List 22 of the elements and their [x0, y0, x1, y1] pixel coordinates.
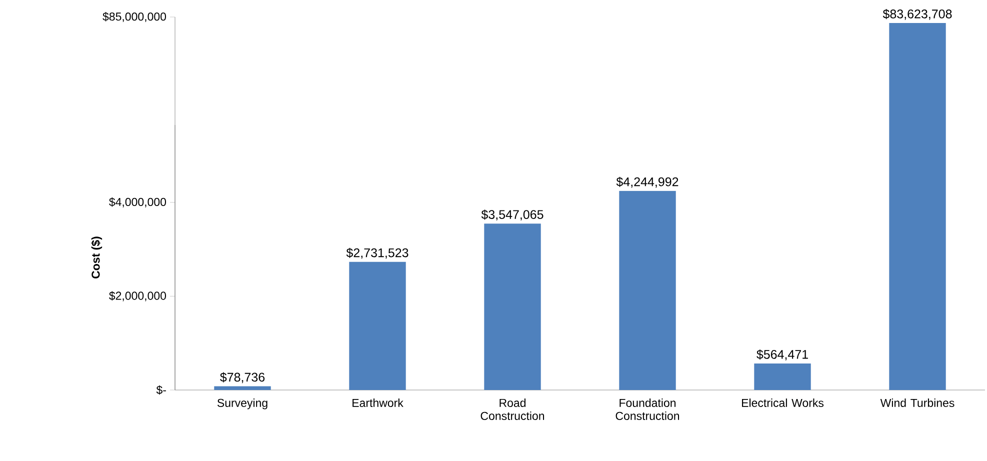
bar [349, 262, 406, 390]
x-tick-label: Surveying [217, 398, 268, 410]
y-tick-label: $2,000,000 [109, 291, 166, 302]
data-label: $3,547,065 [481, 210, 544, 220]
bar [754, 364, 811, 390]
x-tick-label: Electrical Works [742, 398, 824, 407]
data-label: $564,471 [756, 349, 808, 360]
bar [484, 224, 541, 390]
y-tick-label: $- [156, 385, 166, 395]
bar [214, 386, 271, 390]
y-tick-label: $4,000,000 [109, 197, 166, 208]
x-tick-label: Earthwork [352, 398, 404, 407]
data-label: $4,244,992 [616, 176, 678, 188]
x-tick-label: Foundation Construction [616, 398, 680, 420]
x-tick-label: Wind Turbines [880, 398, 954, 407]
data-label: $2,731,523 [346, 248, 408, 259]
y-axis-title: Cost ($) [91, 236, 102, 278]
x-tick-label: Road Construction [480, 398, 544, 420]
bar [619, 190, 676, 390]
data-label: $83,623,708 [882, 8, 952, 20]
y-tick-label: $85,000,000 [102, 12, 166, 22]
data-label: $78,736 [220, 372, 265, 384]
